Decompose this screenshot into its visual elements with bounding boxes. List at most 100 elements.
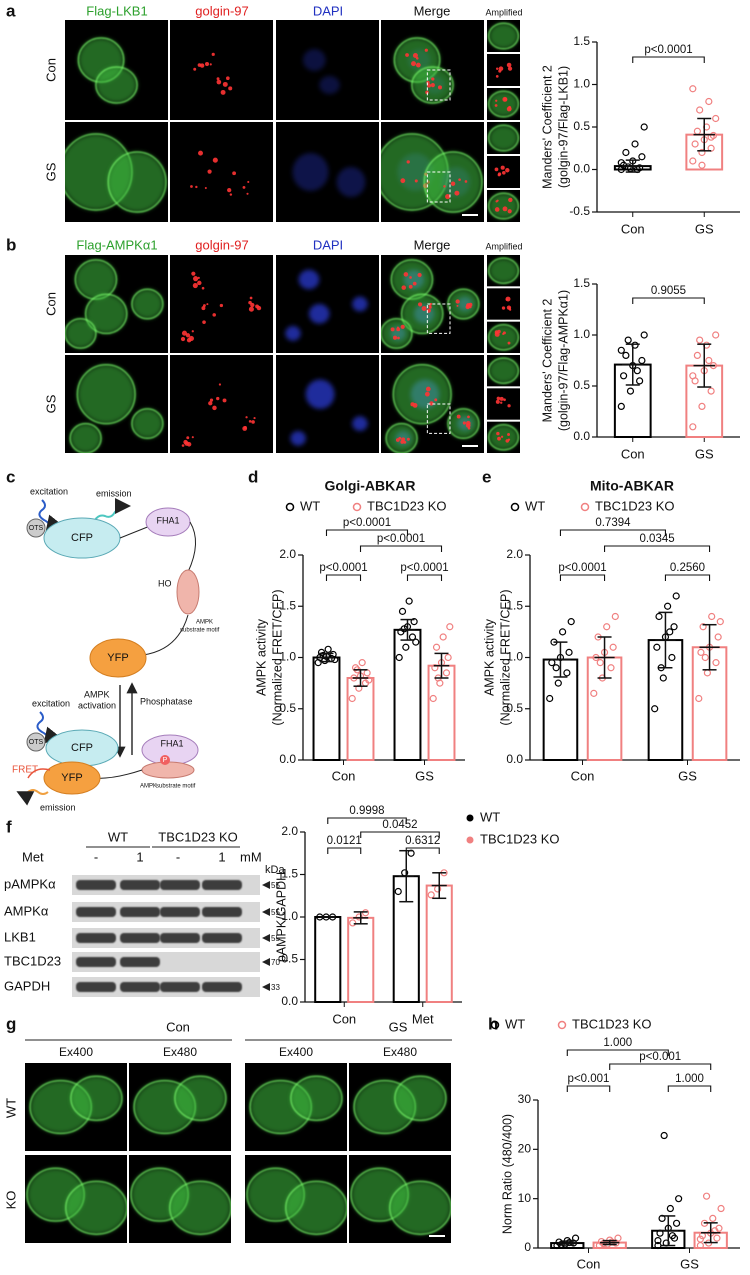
y-axis-label: pAMPK/GAPDH — [274, 872, 288, 962]
data-point — [611, 612, 619, 621]
golgi-dot — [392, 335, 398, 340]
golgi-dot — [429, 302, 433, 306]
data-point — [695, 694, 703, 703]
image-bg — [487, 54, 520, 86]
image-content — [501, 296, 512, 311]
p-value: p<0.001 — [639, 1051, 681, 1063]
label: AMPK — [140, 784, 157, 790]
golgi-dot — [499, 396, 504, 401]
data-point — [636, 377, 644, 385]
golgi-dot — [456, 414, 461, 419]
protein-label: LKB1 — [4, 929, 36, 944]
y-axis-label: (Normalized FRET/CFP) — [498, 589, 512, 725]
data-point — [631, 140, 639, 148]
cell — [108, 152, 166, 212]
cell — [393, 364, 452, 424]
cell — [70, 1076, 122, 1121]
data-point — [709, 1214, 717, 1223]
golgi-dot — [205, 62, 210, 67]
micrograph — [349, 1155, 451, 1243]
significance-bracket — [604, 545, 711, 552]
cell — [75, 259, 117, 300]
golgi-dot — [507, 433, 511, 436]
cell-edge — [169, 1180, 231, 1235]
band — [120, 880, 160, 890]
golgi-dot — [494, 167, 499, 172]
golgi-dot — [497, 436, 501, 441]
golgi-dot — [507, 66, 513, 71]
treatment: 1 — [218, 849, 225, 864]
golgi-dot — [505, 298, 508, 301]
golgi-dot — [204, 187, 207, 190]
data-point — [666, 1204, 674, 1213]
y-tick-label: 0.0 — [281, 994, 298, 1008]
label: AMPK — [84, 689, 110, 699]
label: excitation — [32, 698, 70, 708]
data-point — [708, 612, 716, 621]
label: FRET — [12, 765, 38, 776]
data-point — [660, 1131, 668, 1140]
y-tick-label: 0.5 — [573, 119, 590, 133]
golgi-dot — [395, 438, 400, 442]
significance-bracket — [325, 529, 409, 536]
golgi-dot — [500, 401, 503, 404]
golgi-dot — [494, 330, 499, 335]
cell — [391, 259, 433, 300]
error-bar — [352, 669, 369, 687]
label: OTS — [29, 739, 44, 746]
data-point — [655, 612, 663, 621]
data-point — [590, 689, 598, 697]
legend-marker — [510, 502, 520, 512]
x-tick-label: GS — [695, 221, 714, 236]
micrograph — [65, 255, 168, 353]
chart: -0.5 0.0 0.5 1.0 1.5 Manders' Coefficient 2 (g… — [540, 34, 740, 236]
image-content — [292, 153, 366, 197]
label: FHA1 — [160, 738, 183, 748]
data-point — [607, 664, 615, 672]
cell-edge — [487, 424, 520, 451]
error-bar — [557, 1240, 577, 1246]
golgi-dot — [242, 185, 246, 189]
cell — [389, 1181, 451, 1235]
label: emission — [96, 488, 132, 498]
golgi-dot — [429, 306, 432, 309]
treatment: - — [94, 849, 98, 864]
data-point — [331, 655, 339, 664]
legend-label: TBC1D23 KO — [572, 1016, 651, 1031]
y-tick-label: 1.5 — [573, 276, 590, 290]
error-bar — [693, 343, 715, 388]
data-point — [431, 664, 439, 672]
image-content — [353, 1075, 447, 1135]
y-tick-label: 20 — [518, 1142, 532, 1156]
band — [120, 933, 160, 943]
legend-label: TBC1D23 KO — [480, 831, 559, 846]
y-tick-label: 1.5 — [506, 598, 523, 612]
golgi-dot — [445, 193, 451, 200]
protein-label: pAMPKα — [4, 876, 56, 891]
golgi-dot — [467, 415, 470, 419]
p-value: 0.0121 — [327, 835, 362, 847]
significance-bracket — [632, 56, 705, 63]
golgi-dot — [218, 383, 222, 386]
image-content — [77, 37, 138, 104]
cell-edge — [389, 1180, 451, 1235]
cell-edge — [487, 324, 520, 351]
data-point — [691, 140, 699, 148]
data-point — [609, 643, 617, 651]
data-point — [361, 909, 370, 917]
blot-bg — [72, 952, 260, 972]
significance-bracket — [609, 1063, 712, 1070]
cell-edge — [423, 151, 483, 213]
row-label: Con — [43, 58, 58, 82]
cell — [65, 318, 96, 349]
golgi-dot — [410, 402, 415, 407]
data-point — [699, 623, 707, 631]
x-tick-label: Con — [332, 1011, 356, 1026]
golgi-dot — [458, 178, 461, 182]
band — [76, 982, 116, 992]
error-bar — [594, 636, 615, 679]
micrograph — [381, 20, 484, 120]
micrograph — [381, 255, 484, 353]
data-point — [712, 331, 720, 339]
